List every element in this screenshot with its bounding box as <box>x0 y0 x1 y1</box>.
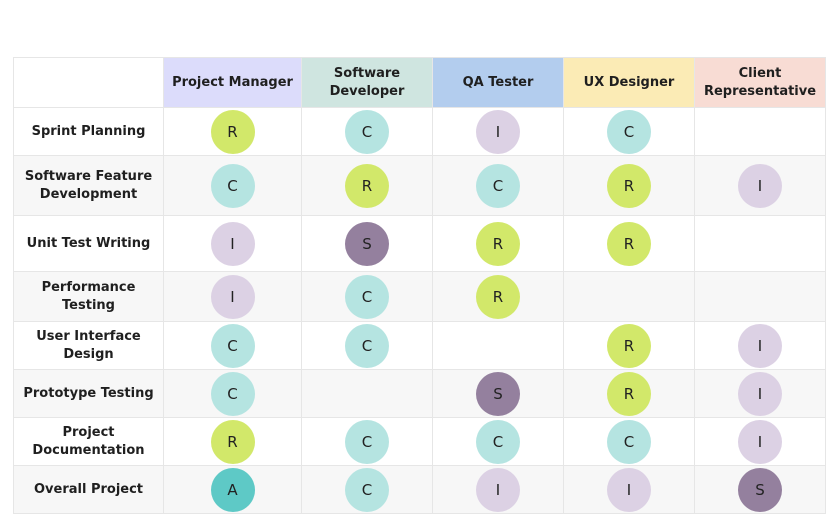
matrix-cell: R <box>563 321 695 370</box>
assignment-badge: C <box>476 163 520 208</box>
assignment-badge: C <box>345 109 389 154</box>
task-label: Project Documentation <box>13 417 164 466</box>
table-row: Project Documentation R C C C I <box>13 417 826 466</box>
matrix-cell: I <box>163 215 302 272</box>
table-row: User Interface Design C C R I <box>13 321 826 370</box>
matrix-cell: S <box>694 465 826 514</box>
assignment-badge: C <box>476 419 520 464</box>
task-label: Unit Test Writing <box>13 215 164 272</box>
assignment-badge: S <box>345 221 389 266</box>
matrix-cell: R <box>563 369 695 418</box>
assignment-badge: I <box>738 163 782 208</box>
task-label: Performance Testing <box>13 271 164 322</box>
matrix-cell: R <box>301 155 433 216</box>
matrix-cell: R <box>432 215 564 272</box>
matrix-cell <box>432 321 564 370</box>
table-row: Performance Testing I C R <box>13 271 826 322</box>
matrix-cell: R <box>432 271 564 322</box>
matrix-cell: R <box>563 215 695 272</box>
assignment-badge: I <box>210 274 255 319</box>
matrix-cell: C <box>563 107 695 156</box>
assignment-badge: C <box>607 419 651 464</box>
table-row: Prototype Testing C S R I <box>13 369 826 418</box>
task-label: Sprint Planning <box>13 107 164 156</box>
task-label: Software Feature Development <box>13 155 164 216</box>
assignment-badge: I <box>476 109 520 154</box>
matrix-cell: C <box>163 321 302 370</box>
matrix-cell: C <box>163 155 302 216</box>
matrix-cell: I <box>694 369 826 418</box>
matrix-cell: C <box>163 369 302 418</box>
matrix-cell <box>694 215 826 272</box>
matrix-cell: C <box>301 107 433 156</box>
matrix-cell <box>301 369 433 418</box>
role-header-qa-tester: QA Tester <box>432 57 564 108</box>
task-label: Prototype Testing <box>13 369 164 418</box>
assignment-badge: I <box>210 221 255 266</box>
assignment-badge: C <box>210 323 255 368</box>
matrix-cell: I <box>432 465 564 514</box>
corner-cell <box>13 57 164 108</box>
role-header-software-developer: Software Developer <box>301 57 433 108</box>
role-header-ux-designer: UX Designer <box>563 57 695 108</box>
matrix-cell: I <box>163 271 302 322</box>
matrix-body: Sprint Planning R C I C Software Feature Deve… <box>13 107 826 514</box>
assignment-badge: R <box>210 109 255 154</box>
assignment-badge: I <box>738 323 782 368</box>
matrix-cell: R <box>163 417 302 466</box>
assignment-badge: C <box>210 163 255 208</box>
matrix-cell: R <box>563 155 695 216</box>
assignment-badge: R <box>476 274 520 319</box>
assignment-badge: R <box>607 221 651 266</box>
matrix-cell: A <box>163 465 302 514</box>
assignment-badge: A <box>210 467 255 512</box>
assignment-badge: I <box>738 419 782 464</box>
assignment-badge: R <box>210 419 255 464</box>
assignment-badge: C <box>345 419 389 464</box>
matrix-cell: C <box>301 321 433 370</box>
header-row: Project Manager Software Developer QA Te… <box>13 57 826 108</box>
assignment-badge: S <box>738 467 782 512</box>
matrix-cell: I <box>432 107 564 156</box>
matrix-cell <box>694 107 826 156</box>
table-row: Overall Project A C I I S <box>13 465 826 514</box>
matrix-cell <box>694 271 826 322</box>
matrix-cell: I <box>694 155 826 216</box>
task-label: User Interface Design <box>13 321 164 370</box>
assignment-badge: R <box>607 163 651 208</box>
matrix-cell: S <box>301 215 433 272</box>
matrix-cell: C <box>432 155 564 216</box>
assignment-badge: C <box>345 274 389 319</box>
assignment-badge: R <box>476 221 520 266</box>
assignment-badge: I <box>607 467 651 512</box>
matrix-cell: C <box>301 417 433 466</box>
matrix-cell <box>563 271 695 322</box>
matrix-cell: I <box>694 321 826 370</box>
role-header-project-manager: Project Manager <box>163 57 302 108</box>
assignment-badge: C <box>210 371 255 416</box>
table-row: Software Feature Development C R C R I <box>13 155 826 216</box>
matrix-cell: C <box>432 417 564 466</box>
table-row: Unit Test Writing I S R R <box>13 215 826 272</box>
matrix-cell: S <box>432 369 564 418</box>
responsibility-matrix: Project Manager Software Developer QA Te… <box>13 57 826 514</box>
assignment-badge: R <box>607 323 651 368</box>
assignment-badge: C <box>345 467 389 512</box>
table-row: Sprint Planning R C I C <box>13 107 826 156</box>
assignment-badge: S <box>476 371 520 416</box>
assignment-badge: C <box>607 109 651 154</box>
matrix-cell: I <box>563 465 695 514</box>
matrix-cell: C <box>301 465 433 514</box>
assignment-badge: R <box>607 371 651 416</box>
assignment-badge: C <box>345 323 389 368</box>
matrix-cell: C <box>563 417 695 466</box>
role-header-client-representative: Client Representative <box>694 57 826 108</box>
matrix-cell: C <box>301 271 433 322</box>
assignment-badge: R <box>345 163 389 208</box>
matrix-cell: I <box>694 417 826 466</box>
assignment-badge: I <box>738 371 782 416</box>
matrix-cell: R <box>163 107 302 156</box>
assignment-badge: I <box>476 467 520 512</box>
task-label: Overall Project <box>13 465 164 514</box>
